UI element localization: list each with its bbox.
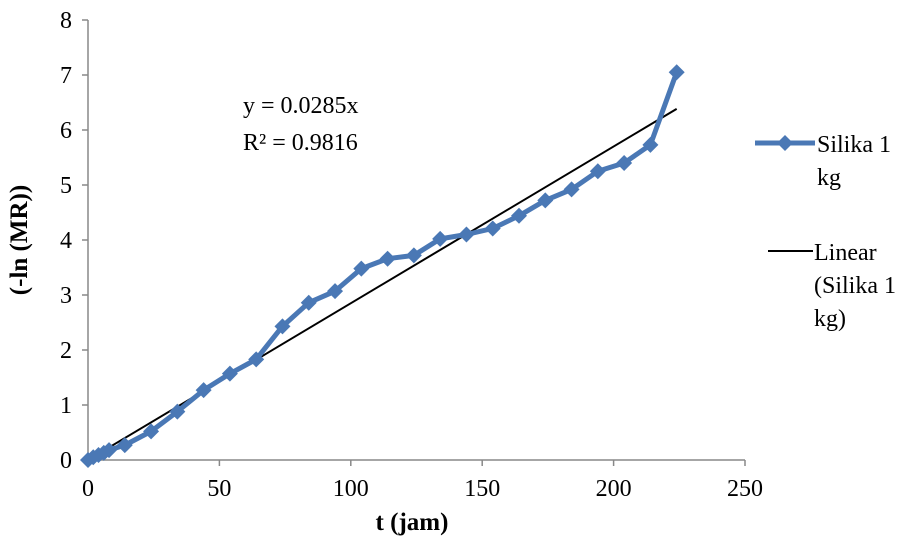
x-axis-ticks: 0 50 100 150 200 250 [82, 460, 763, 502]
data-point-marker [537, 192, 554, 209]
data-point-marker [169, 403, 186, 420]
x-tick-label: 50 [207, 476, 231, 502]
trend-r-squared: R² = 0.9816 [243, 130, 358, 156]
trend-equation: y = 0.0285x [243, 93, 359, 119]
data-point-marker [327, 283, 344, 300]
y-tick-label: 3 [60, 283, 72, 309]
legend-series-label: Silika 1 [817, 132, 891, 158]
data-point-marker [510, 207, 527, 224]
y-tick-label: 1 [60, 393, 72, 419]
data-point-marker [642, 136, 659, 153]
data-point-marker [458, 226, 475, 243]
y-axis-title: (-ln (MR)) [6, 185, 33, 295]
y-axis-ticks: 0 1 2 3 4 5 6 7 8 [60, 8, 88, 474]
data-point-marker [432, 230, 449, 247]
x-tick-label: 200 [596, 476, 632, 502]
data-point-marker [143, 423, 160, 440]
data-point-marker [116, 437, 133, 454]
y-tick-label: 0 [60, 448, 72, 474]
plot-area: 0 1 2 3 4 5 6 7 8 0 50 100 150 200 250 [60, 8, 763, 502]
data-point-marker [300, 294, 317, 311]
data-point-marker [563, 181, 580, 198]
data-point-marker [195, 382, 212, 399]
legend-trendline-label: (Silika 1 [814, 273, 896, 299]
legend-series-label: kg [817, 165, 841, 191]
y-tick-label: 6 [60, 118, 72, 144]
legend-trendline-label: Linear [814, 240, 877, 266]
data-point-marker [379, 250, 396, 267]
data-point-marker [221, 365, 238, 382]
data-point-marker [248, 351, 265, 368]
legend-series-marker [777, 135, 793, 151]
legend: Silika 1 kg Linear (Silika 1 kg) [755, 132, 896, 332]
legend-trendline-label: kg) [814, 306, 846, 332]
y-tick-label: 5 [60, 173, 72, 199]
x-axis-title: t (jam) [376, 509, 449, 536]
y-tick-label: 8 [60, 8, 72, 34]
data-point-marker [616, 155, 633, 171]
x-tick-label: 250 [727, 476, 763, 502]
series-line [86, 71, 680, 463]
data-point-marker [484, 220, 501, 237]
data-point-marker [274, 318, 291, 335]
x-tick-label: 0 [82, 476, 94, 502]
y-tick-label: 7 [60, 63, 72, 89]
data-point-marker [353, 260, 370, 277]
series-layer [80, 64, 685, 468]
y-tick-label: 2 [60, 338, 72, 364]
x-tick-label: 150 [464, 476, 500, 502]
data-point-marker [589, 163, 606, 180]
data-point-marker [668, 64, 685, 81]
data-point-marker [405, 247, 422, 264]
x-tick-label: 100 [333, 476, 369, 502]
y-tick-label: 4 [60, 228, 72, 254]
data-point-marker [101, 442, 118, 459]
